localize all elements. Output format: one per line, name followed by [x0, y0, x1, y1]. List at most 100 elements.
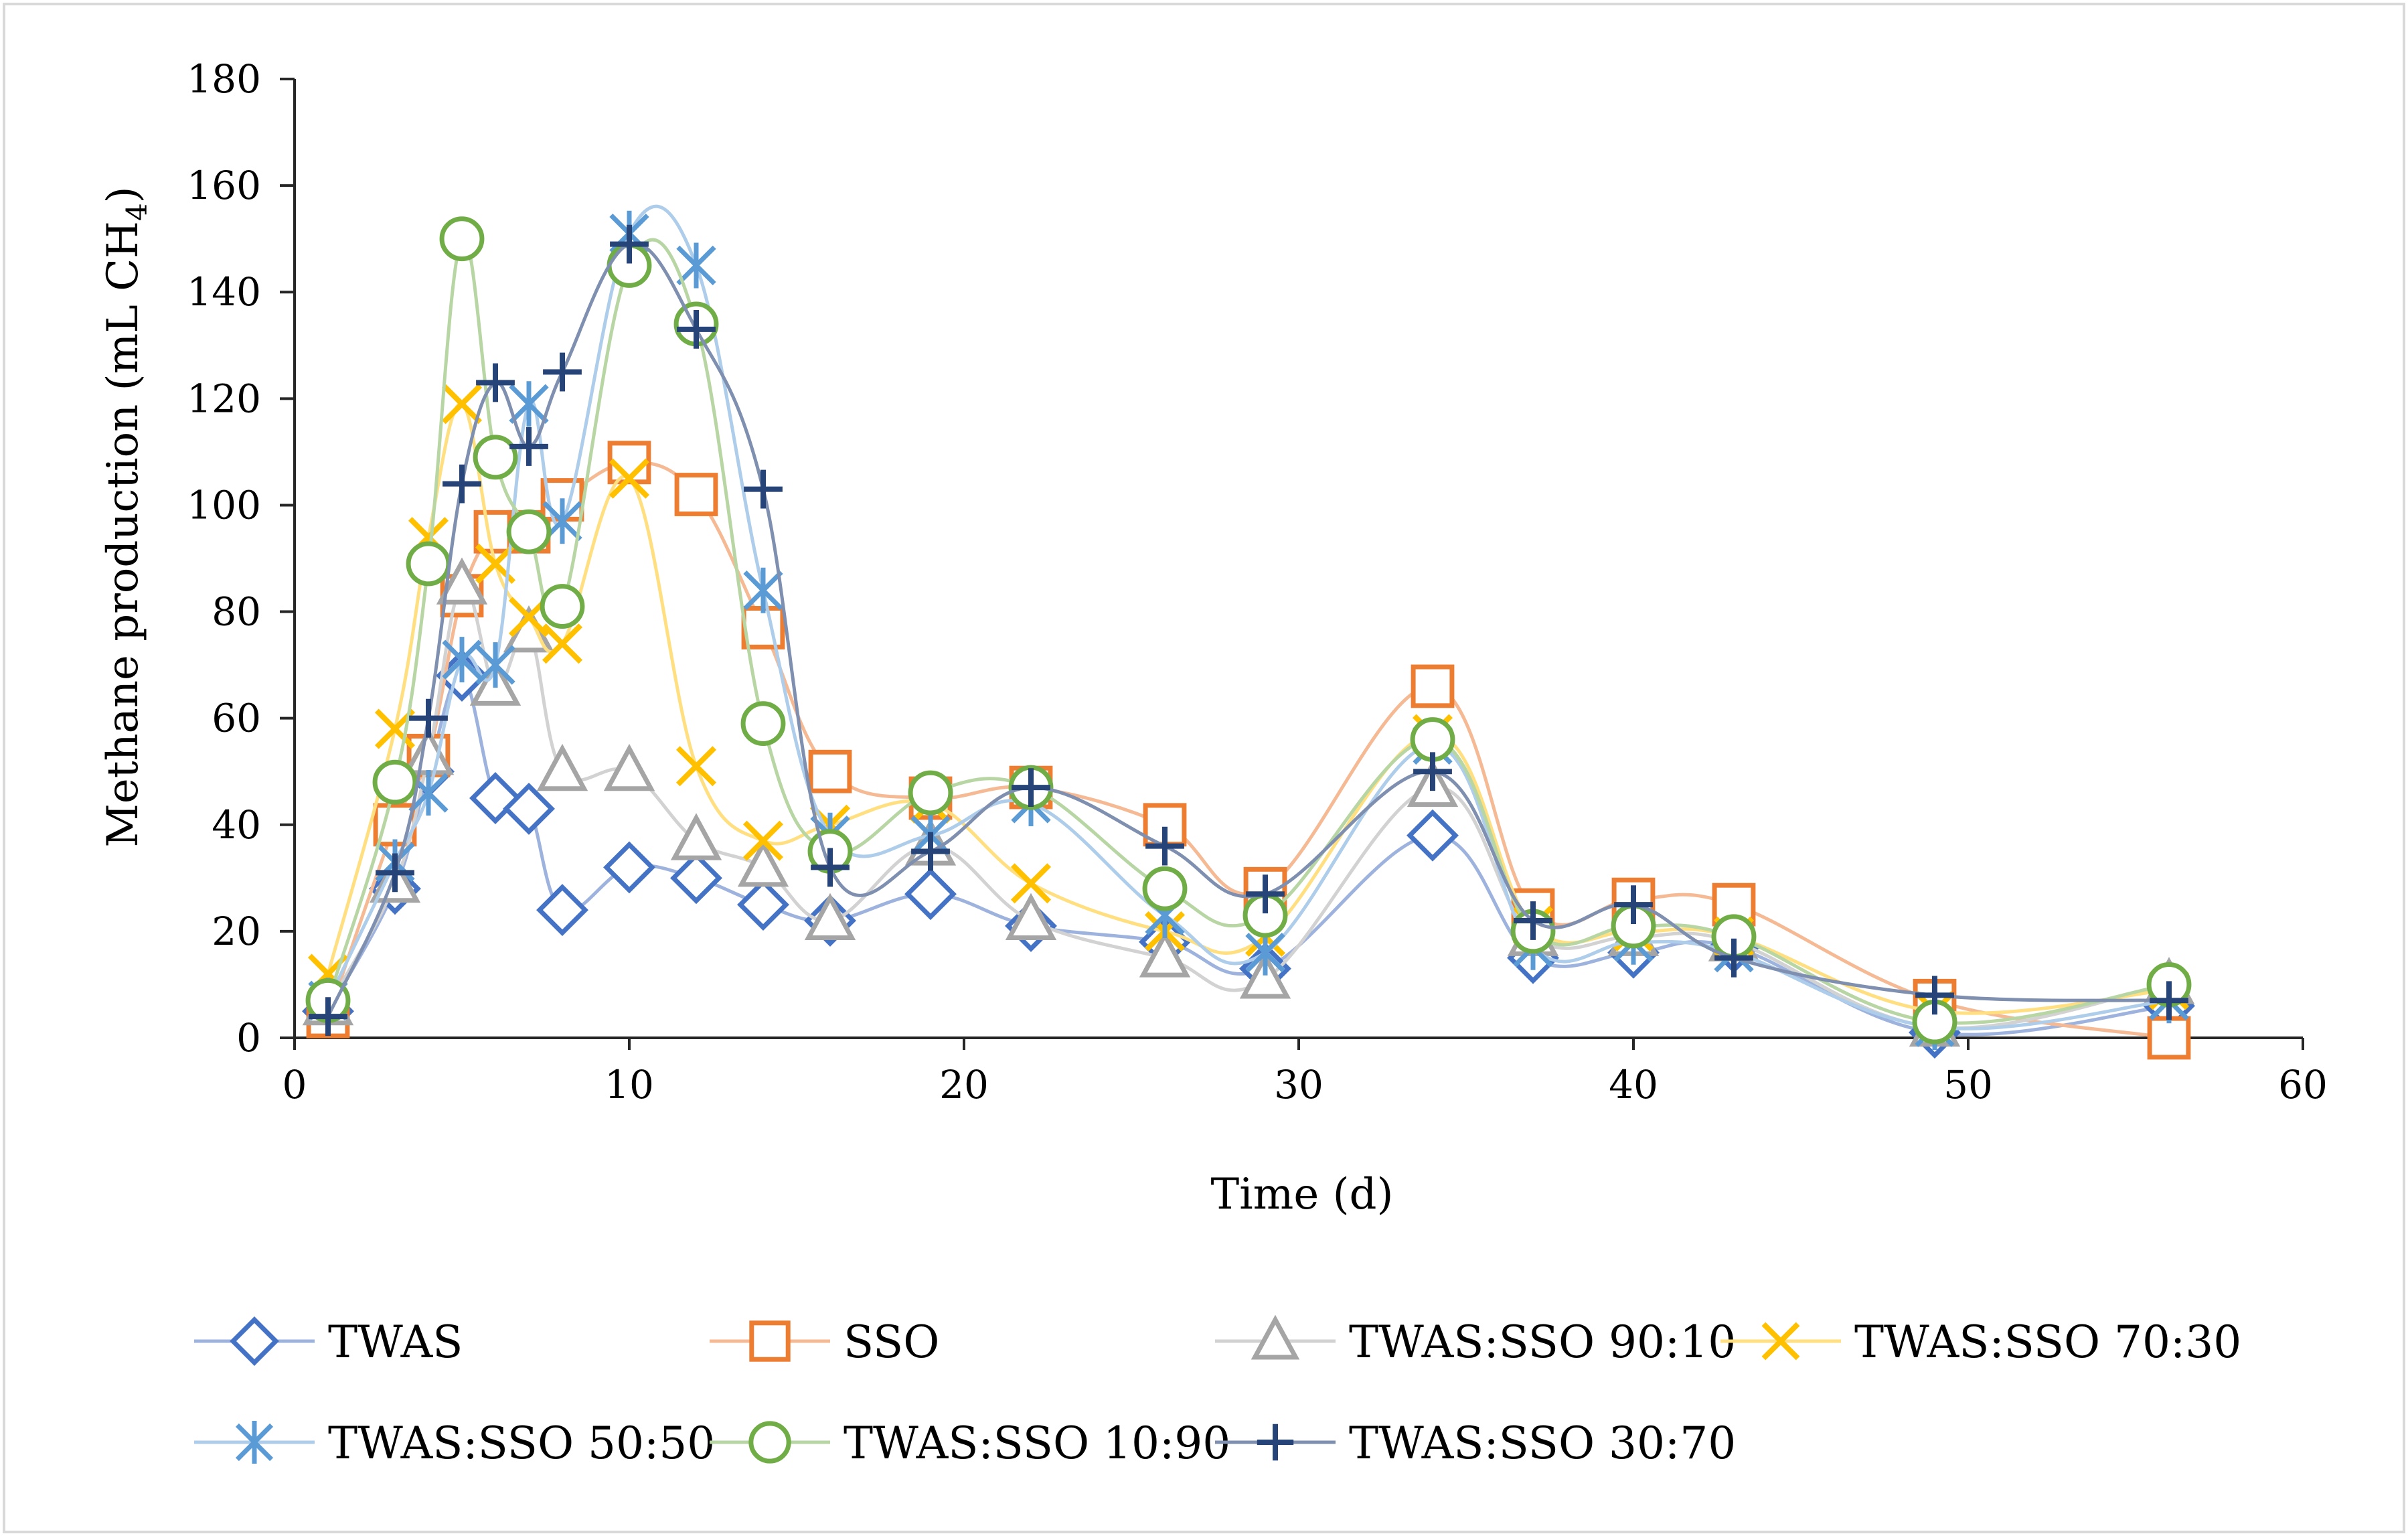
data-point-twas-sso-30-70	[1714, 938, 1753, 978]
data-point-twas-sso-50-50	[743, 567, 783, 613]
data-point-twas-sso-90-10	[1139, 930, 1191, 978]
series-line-twas-sso-30-70	[326, 241, 2170, 1018]
legend-label: TWAS:SSO 70:30	[1854, 1316, 2241, 1368]
data-point-twas-sso-50-50	[509, 381, 549, 427]
axes: 0 10 20 30 40 50 60 0 20 40 60 80 100 120 140 160 180	[187, 56, 2328, 1107]
data-point-twas-sso-10-90	[473, 435, 518, 480]
legend-marker	[1257, 1424, 1294, 1461]
data-point-twas-sso-70-30	[609, 458, 650, 499]
legend-item-twas-sso-70-30: TWAS:SSO 70:30	[1720, 1316, 2241, 1368]
legend-marker	[1761, 1322, 1800, 1361]
data-point-twas-sso-10-90	[540, 584, 585, 629]
series-twas-sso-10-90	[305, 216, 2192, 1045]
y-tick-label: 60	[212, 696, 261, 741]
data-point-sso	[1411, 664, 1455, 708]
legend-marker	[230, 1316, 279, 1366]
data-point-twas-sso-30-70	[744, 469, 783, 509]
data-point-twas-sso-30-70	[509, 427, 548, 466]
x-tick-label: 0	[283, 1062, 307, 1107]
legend-label: TWAS:SSO 10:90	[844, 1417, 1230, 1469]
data-point-twas-sso-10-90	[372, 759, 418, 805]
x-tick-label: 20	[939, 1062, 989, 1107]
y-tick-label: 140	[187, 269, 261, 315]
legend-marker	[235, 1421, 274, 1464]
x-tick-label: 30	[1274, 1062, 1323, 1107]
data-point-twas-sso-50-50	[442, 637, 482, 683]
data-point-twas-sso-30-70	[1413, 752, 1452, 791]
data-point-twas	[503, 782, 555, 835]
data-point-twas-sso-70-30	[441, 384, 483, 425]
data-point-twas-sso-90-10	[436, 557, 488, 605]
data-point-sso	[2147, 1016, 2191, 1060]
data-point-twas-sso-30-70	[911, 832, 950, 871]
legend-item-sso: SSO	[710, 1316, 939, 1368]
data-point-twas-sso-10-90	[406, 541, 451, 587]
data-point-twas-sso-30-70	[443, 464, 481, 504]
data-point-twas-sso-50-50	[475, 642, 515, 688]
data-point-twas-sso-10-90	[908, 770, 953, 816]
y-tick-label: 80	[212, 589, 261, 635]
x-axis-ticks: 0 10 20 30 40 50 60	[283, 1038, 2328, 1107]
data-point-twas-sso-30-70	[610, 224, 649, 264]
data-point-twas	[737, 878, 789, 931]
data-point-sso	[674, 473, 718, 516]
data-point-twas-sso-30-70	[376, 853, 414, 893]
data-point-twas-sso-90-10	[670, 813, 722, 860]
data-point-twas-sso-10-90	[1142, 866, 1188, 911]
data-point-twas-sso-30-70	[1915, 976, 1954, 1015]
legend-item-twas-sso-90-10: TWAS:SSO 90:10	[1215, 1314, 1736, 1368]
legend-item-twas: TWAS	[194, 1316, 463, 1368]
data-point-twas-sso-90-10	[737, 840, 789, 887]
data-point-twas-sso-90-10	[1239, 951, 1291, 999]
data-point-twas-sso-90-10	[536, 743, 588, 791]
data-point-twas	[1407, 809, 1459, 862]
data-point-twas-sso-10-90	[506, 509, 552, 554]
data-point-twas-sso-30-70	[1246, 874, 1285, 914]
data-point-twas	[904, 868, 957, 921]
data-point-twas-sso-10-90	[439, 216, 485, 262]
y-tick-label: 100	[187, 482, 261, 528]
legend-label: TWAS	[328, 1316, 463, 1368]
series-twas-sso-30-70	[309, 224, 2188, 1036]
legend-label: TWAS:SSO 30:70	[1349, 1417, 1736, 1469]
data-point-twas-sso-30-70	[1614, 885, 1653, 925]
data-point-sso	[808, 749, 852, 793]
data-point-twas-sso-30-70	[309, 997, 347, 1036]
data-point-twas-sso-30-70	[677, 310, 716, 349]
data-point-twas-sso-70-30	[1010, 863, 1052, 904]
y-tick-label: 40	[212, 802, 261, 848]
data-point-sso	[741, 606, 785, 649]
chart-border	[3, 3, 2405, 1533]
data-point-twas	[536, 884, 588, 937]
data-point-twas-sso-30-70	[1012, 768, 1050, 807]
y-axis-ticks: 0 20 40 60 80 100 120 140 160 180	[187, 56, 295, 1061]
data-point-twas-sso-70-30	[742, 820, 784, 861]
data-point-twas-sso-10-90	[740, 701, 786, 747]
data-point-twas-sso-70-30	[675, 746, 717, 787]
y-axis-title: Methane production (mL CH4)	[98, 186, 153, 847]
legend-label: TWAS:SSO 90:10	[1349, 1316, 1736, 1368]
y-axis-title-close: )	[98, 186, 148, 203]
legend-marker	[749, 1320, 791, 1362]
x-tick-label: 60	[2278, 1062, 2328, 1107]
x-tick-label: 50	[1943, 1062, 1993, 1107]
legend: TWAS SSO TWAS:SSO 90:10 TWAS:SSO 70:30 TWAS:…	[194, 1314, 2241, 1469]
legend-marker	[748, 1421, 791, 1464]
data-point-twas-sso-50-50	[676, 242, 716, 289]
data-point-twas-sso-30-70	[1514, 901, 1552, 940]
data-point-twas	[670, 852, 722, 905]
data-point-twas-sso-90-10	[1005, 893, 1057, 940]
y-tick-label: 180	[187, 56, 261, 102]
y-axis-title-main: Methane production (mL CH	[98, 221, 148, 848]
legend-label: SSO	[844, 1316, 939, 1368]
legend-item-twas-sso-30-70: TWAS:SSO 30:70	[1215, 1417, 1736, 1469]
x-tick-label: 10	[605, 1062, 654, 1107]
data-point-twas-sso-90-10	[603, 743, 655, 791]
data-point-twas-sso-30-70	[476, 363, 515, 402]
data-point-twas-sso-30-70	[543, 352, 582, 392]
data-point-twas-sso-90-10	[804, 893, 856, 940]
x-tick-label: 40	[1609, 1062, 1658, 1107]
y-tick-label: 0	[236, 1015, 261, 1061]
data-point-twas-sso-70-30	[542, 623, 583, 664]
